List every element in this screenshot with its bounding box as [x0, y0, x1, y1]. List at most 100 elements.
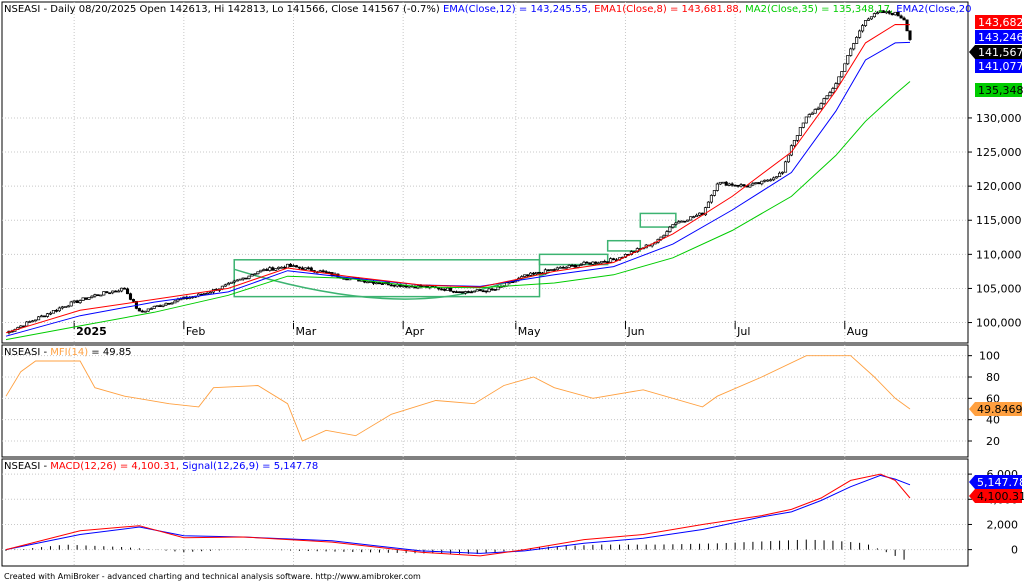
- header-segment: EMA2(Close,20: [896, 4, 971, 15]
- candle-body: [274, 268, 278, 271]
- candle-body: [123, 287, 127, 290]
- candle-body: [208, 291, 213, 294]
- candle-body: [288, 263, 293, 267]
- candle-body: [505, 282, 509, 287]
- mfi-header: NSEASI - MFI(14) = 49.85: [4, 347, 131, 358]
- candle-body: [120, 287, 124, 292]
- candle-body: [51, 310, 55, 314]
- candle-body: [671, 224, 675, 228]
- macd-line: [5, 473, 911, 557]
- price-header: NSEASI - Daily 08/20/2025 Open 142613, H…: [4, 4, 972, 15]
- y-tick-label: 125,000: [976, 146, 1022, 159]
- candle-body: [125, 288, 130, 295]
- candle-body: [863, 20, 868, 26]
- candle-body: [772, 177, 776, 181]
- candle-body: [152, 305, 156, 309]
- candle-body: [63, 306, 67, 308]
- candle-body: [532, 272, 536, 275]
- price-tag-bg: [975, 30, 1022, 44]
- mfi-line: [5, 355, 911, 442]
- y-tick-label: 40: [986, 414, 1000, 427]
- candle-body: [893, 11, 897, 16]
- candle-body: [99, 294, 103, 297]
- candle-body: [452, 290, 456, 293]
- candle-body: [781, 171, 785, 174]
- candle-body: [585, 261, 589, 264]
- candle-body: [546, 269, 550, 272]
- candle-body: [291, 265, 296, 267]
- candle-body: [31, 320, 35, 323]
- mfi-tag-bg: [969, 402, 1022, 416]
- candle-body: [573, 264, 577, 268]
- candle-body: [887, 11, 891, 14]
- candle-body: [606, 261, 610, 264]
- candle-body: [816, 107, 820, 110]
- candle-body: [256, 271, 260, 275]
- candle-body: [170, 302, 174, 305]
- candle-body: [457, 291, 462, 294]
- candle-body: [869, 16, 874, 20]
- candle-body: [90, 295, 94, 298]
- candle-body: [253, 273, 257, 276]
- candle-body: [472, 290, 476, 293]
- candle-body: [223, 284, 227, 287]
- candle-body: [48, 312, 53, 315]
- candle-body: [763, 179, 767, 182]
- candle-body: [271, 267, 275, 271]
- footer-credit: Created with AmiBroker - advanced charti…: [4, 572, 421, 581]
- x-tick-label: Mar: [296, 325, 317, 338]
- candle-body: [591, 261, 595, 265]
- y-tick-label: 110,000: [976, 248, 1022, 261]
- candle-body: [570, 264, 574, 267]
- candle-body: [146, 308, 150, 312]
- candle-body: [733, 184, 737, 187]
- price-tag-text: 141,077: [978, 60, 1024, 73]
- candle-body: [594, 261, 598, 264]
- candle-body: [555, 267, 559, 271]
- candle-body: [866, 18, 871, 21]
- candle-body: [523, 274, 527, 277]
- candle-body: [549, 269, 553, 271]
- candle-body: [813, 109, 817, 114]
- header-segment: MFI(14): [50, 347, 88, 358]
- candle-body: [128, 293, 133, 300]
- candle-body: [54, 310, 58, 312]
- candle-body: [579, 264, 583, 266]
- candle-body: [490, 288, 494, 291]
- candle-body: [268, 267, 272, 271]
- candle-body: [576, 265, 580, 268]
- candle-body: [757, 182, 761, 185]
- candle-body: [440, 288, 444, 291]
- candle-body: [760, 180, 764, 185]
- pane-price-border: [1, 1, 969, 344]
- candle-body: [40, 315, 44, 318]
- ema12-line: [5, 41, 911, 337]
- candle-body: [481, 290, 485, 293]
- candle-body: [786, 154, 791, 163]
- candle-body: [149, 308, 153, 310]
- candle-body: [795, 135, 799, 141]
- candle-body: [792, 140, 796, 147]
- candle-body: [69, 301, 73, 307]
- candle-body: [896, 11, 900, 17]
- candle-body: [446, 287, 450, 291]
- price-tag: 143,682: [975, 15, 1024, 29]
- candle-body: [712, 190, 716, 196]
- candle-body: [582, 261, 586, 265]
- candle-body: [25, 321, 29, 327]
- candle-body: [176, 299, 180, 302]
- candle-body: [401, 285, 405, 288]
- candle-body: [286, 263, 290, 269]
- candle-body: [389, 284, 393, 287]
- candle-body: [232, 280, 236, 283]
- candle-body: [259, 269, 263, 273]
- y-tick-label: 0: [1011, 544, 1018, 557]
- candle-body: [244, 277, 248, 280]
- price-tag-bg: [975, 83, 1022, 97]
- candle-body: [493, 289, 497, 291]
- candle-body: [84, 297, 88, 300]
- candle-body: [878, 10, 882, 14]
- candle-body: [345, 278, 349, 281]
- candle-body: [858, 30, 862, 38]
